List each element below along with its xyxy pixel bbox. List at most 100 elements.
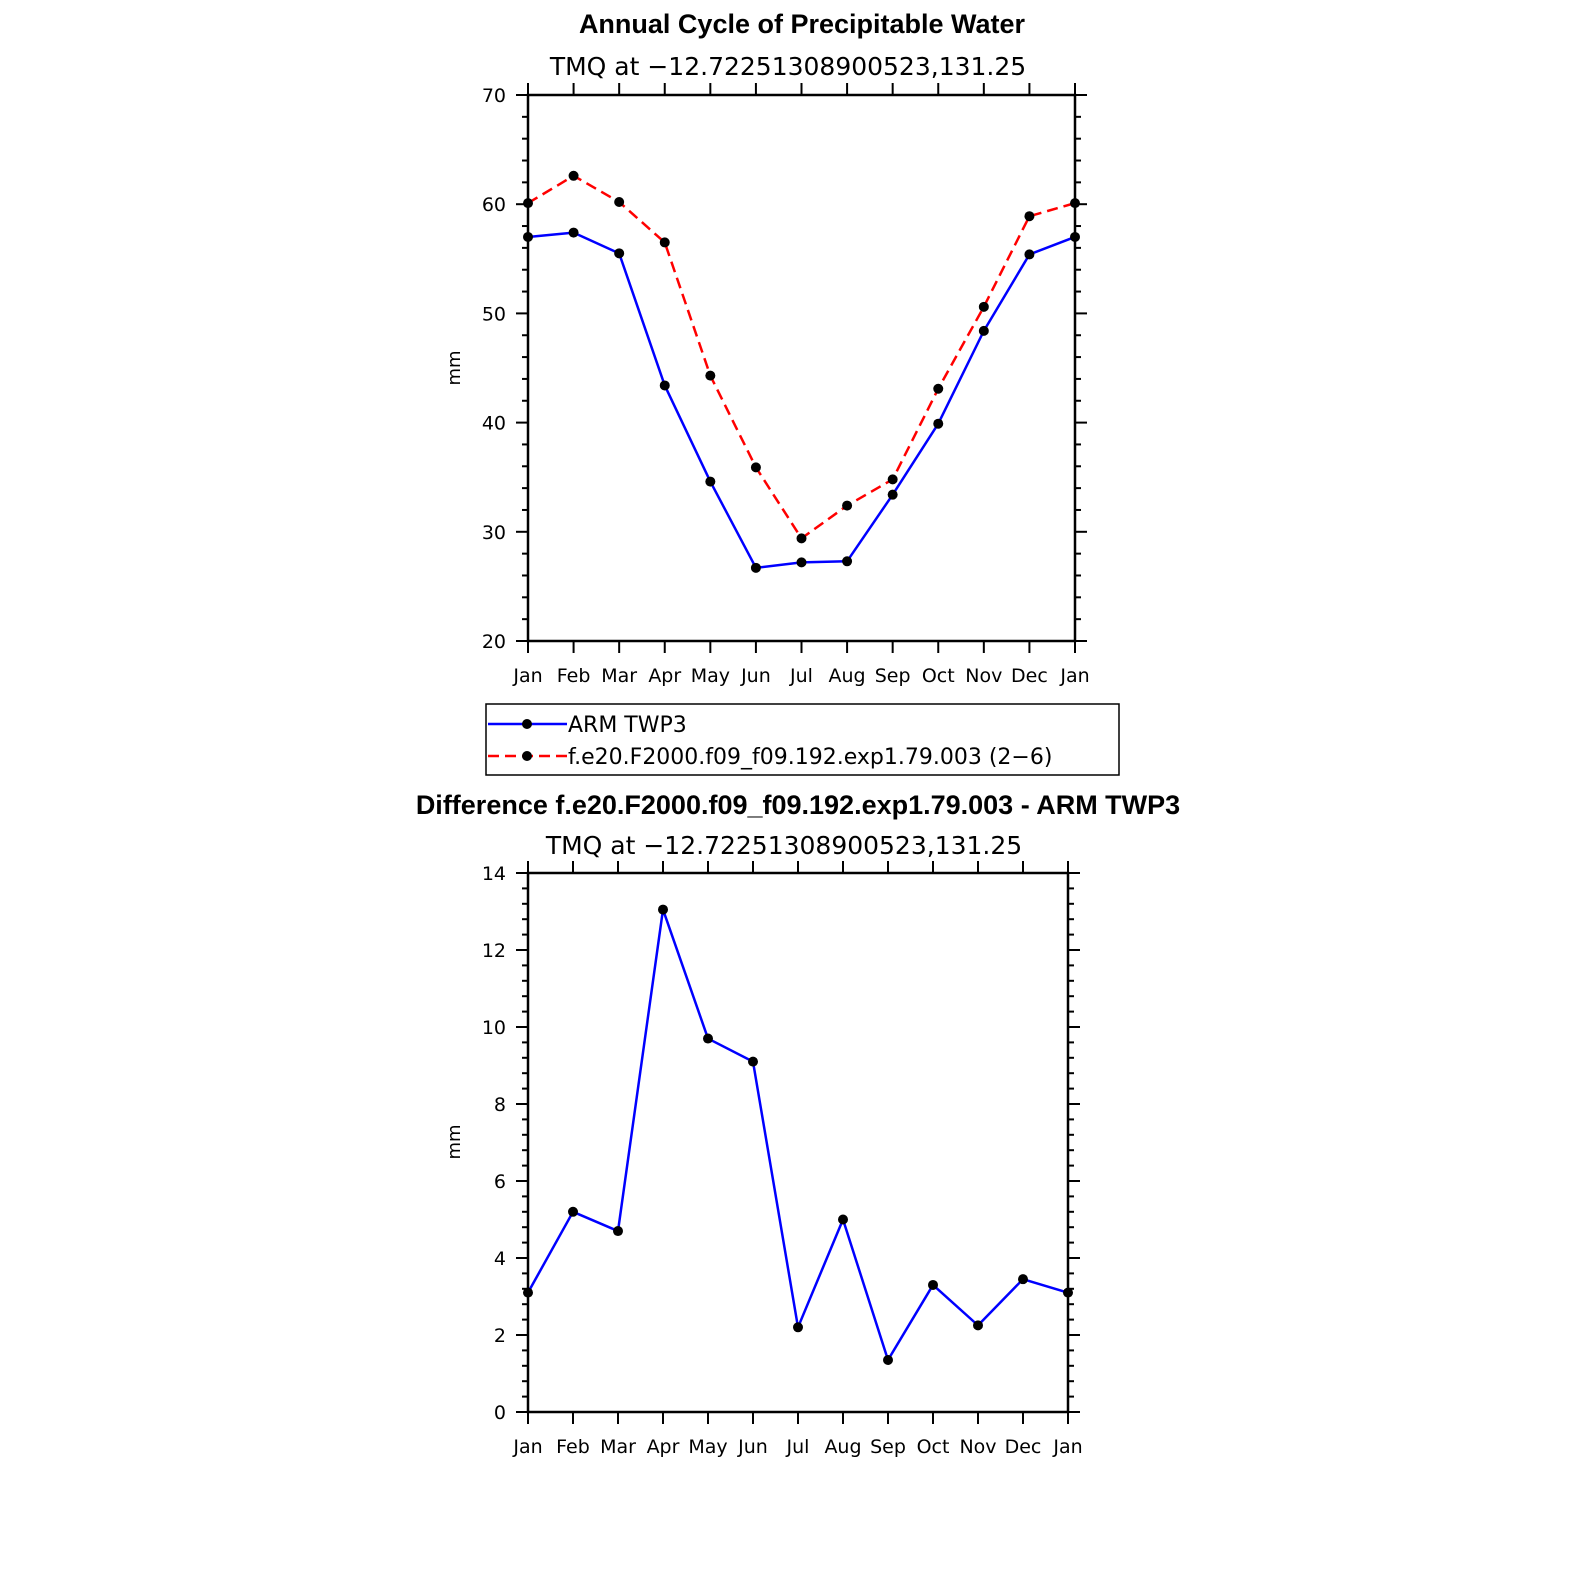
y-tick-label: 12 <box>482 940 506 962</box>
data-point <box>933 383 944 394</box>
x-tick-label: Sep <box>875 665 911 687</box>
x-tick-label: Jul <box>789 665 813 687</box>
x-tick-labels: Jan Feb Mar Apr May Jun Jul Aug Sep Oct Nov Dec Jan <box>512 665 1089 687</box>
data-point <box>1018 1274 1028 1285</box>
data-point <box>568 227 579 238</box>
y-tick-label: 40 <box>482 413 506 435</box>
x-tick-label: Jul <box>786 1436 810 1458</box>
x-tick-label: Oct <box>917 1436 950 1458</box>
y-tick-label: 70 <box>482 85 506 107</box>
y-tick-labels: 20 30 40 50 60 70 <box>482 85 506 653</box>
legend-label-arm: ARM TWP3 <box>568 713 687 738</box>
x-tick-label: Nov <box>959 1436 996 1458</box>
data-point <box>796 557 807 568</box>
x-tick-label: Aug <box>824 1436 861 1458</box>
data-point <box>750 462 761 473</box>
plot-frame <box>516 861 1080 1424</box>
difference-panel: Difference f.e20.F2000.f09_f09.192.exp1.… <box>416 790 1180 1458</box>
data-point <box>705 476 716 487</box>
data-point <box>796 533 807 544</box>
data-point <box>1070 198 1080 209</box>
legend-label-model: f.e20.F2000.f09_f09.192.exp1.79.003 (2−6… <box>568 745 1052 770</box>
data-point <box>887 489 898 500</box>
x-tick-label: Apr <box>648 665 681 687</box>
data-point <box>748 1056 758 1067</box>
x-tick-label: Feb <box>557 665 591 687</box>
y-tick-label: 4 <box>494 1248 506 1270</box>
legend-box <box>485 703 1120 776</box>
data-point <box>568 1206 578 1217</box>
data-point <box>883 1355 893 1366</box>
y-tick-label: 2 <box>494 1325 506 1347</box>
data-point <box>1024 211 1035 222</box>
data-point <box>614 197 625 208</box>
x-tick-label: Jan <box>1059 665 1089 687</box>
x-tick-label: Apr <box>647 1436 680 1458</box>
x-tick-label: Mar <box>601 665 637 687</box>
data-point <box>523 1287 533 1298</box>
chart-title: Annual Cycle of Precipitable Water <box>579 9 1026 39</box>
series-line-0 <box>526 908 1069 1362</box>
data-point <box>705 370 716 381</box>
y-tick-label: 0 <box>494 1402 506 1424</box>
x-tick-label: Jun <box>740 665 771 687</box>
x-tick-labels: Jan Feb Mar Apr May Jun Jul Aug Sep Oct Nov Dec Jan <box>512 1436 1082 1458</box>
series-layer <box>523 170 1080 573</box>
data-point <box>523 198 533 209</box>
y-axis-label: mm <box>444 350 465 385</box>
y-tick-label: 20 <box>482 631 506 653</box>
data-point <box>568 170 579 181</box>
data-point <box>978 325 989 336</box>
y-tick-label: 50 <box>482 303 506 325</box>
series-layer <box>523 904 1073 1366</box>
series-line-0 <box>527 231 1076 570</box>
x-tick-label: Jan <box>512 1436 542 1458</box>
data-point <box>750 562 761 573</box>
chart-subtitle: TMQ at −12.72251308900523,131.25 <box>545 831 1022 860</box>
legend-marker-model <box>522 751 532 761</box>
y-tick-label: 8 <box>494 1094 506 1116</box>
data-point <box>978 301 989 312</box>
x-tick-label: Nov <box>965 665 1002 687</box>
y-tick-label: 14 <box>482 863 506 885</box>
chart-title: Difference f.e20.F2000.f09_f09.192.exp1.… <box>416 790 1180 820</box>
data-point <box>1024 249 1035 260</box>
y-axis-label: mm <box>444 1124 465 1159</box>
data-point <box>1063 1287 1073 1298</box>
y-tick-label: 10 <box>482 1017 506 1039</box>
data-point <box>838 1214 848 1225</box>
data-point <box>659 380 670 391</box>
x-tick-label: Jan <box>1052 1436 1082 1458</box>
data-point <box>613 1226 623 1237</box>
data-point <box>703 1033 713 1044</box>
y-tick-label: 6 <box>494 1171 506 1193</box>
x-tick-label: Dec <box>1005 1436 1042 1458</box>
x-tick-label: Dec <box>1011 665 1048 687</box>
x-tick-label: Jan <box>512 665 542 687</box>
chart-subtitle: TMQ at −12.72251308900523,131.25 <box>549 52 1026 81</box>
series-line-1 <box>527 174 1076 540</box>
x-tick-label: Aug <box>829 665 866 687</box>
x-tick-label: Mar <box>600 1436 636 1458</box>
data-point <box>658 904 668 915</box>
data-point <box>523 231 533 242</box>
x-tick-label: Jun <box>737 1436 768 1458</box>
data-point <box>793 1322 803 1333</box>
data-point <box>973 1320 983 1331</box>
x-tick-label: May <box>688 1436 727 1458</box>
data-point <box>887 474 898 485</box>
data-point <box>933 418 944 429</box>
x-tick-label: Sep <box>870 1436 906 1458</box>
y-tick-label: 60 <box>482 194 506 216</box>
legend: ARM TWP3 f.e20.F2000.f09_f09.192.exp1.79… <box>485 703 1120 776</box>
x-tick-label: Feb <box>556 1436 590 1458</box>
data-point <box>659 237 670 248</box>
y-tick-labels: 0 2 4 6 8 10 12 14 <box>482 863 506 1424</box>
x-tick-label: May <box>691 665 730 687</box>
data-point <box>1070 231 1080 242</box>
annual-cycle-panel: Annual Cycle of Precipitable Water TMQ a… <box>444 9 1090 687</box>
legend-marker-arm <box>522 719 532 729</box>
plot-frame <box>516 83 1087 653</box>
x-tick-label: Oct <box>922 665 955 687</box>
